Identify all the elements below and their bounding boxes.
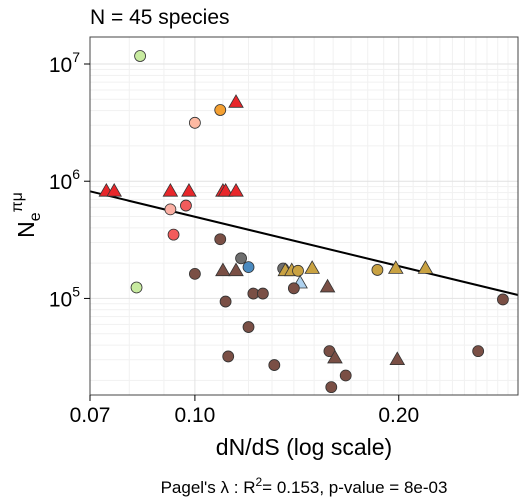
circle-point (214, 104, 227, 116)
triangle-point (106, 183, 123, 197)
triangle-point (417, 260, 434, 274)
chart-caption: Pagel's λ : R2= 0.153, p-value = 8e-03 (161, 475, 448, 497)
y-tick-label-exponent: 6 (72, 166, 80, 182)
y-tick-label-base: 10 (49, 288, 72, 311)
x-tick-label: 0.10 (174, 404, 215, 427)
caption-sup: 2 (255, 475, 262, 489)
triangle-point (228, 183, 244, 197)
data-points (98, 50, 509, 394)
y-axis-label-sub: e (27, 212, 44, 221)
plot-area (90, 37, 518, 395)
regression-line-group (89, 190, 519, 296)
x-axis-ticks: 0.07 0.10 0.20 (70, 395, 419, 427)
triangle-point (304, 260, 320, 274)
circle-point (164, 203, 177, 216)
circle-point (287, 282, 300, 295)
y-tick-label-base: 10 (49, 171, 72, 194)
circle-point (188, 116, 201, 129)
triangle-point (319, 278, 336, 293)
circle-point (219, 295, 232, 308)
caption-prefix: Pagel's λ : R (161, 478, 256, 497)
y-tick-label-exponent: 7 (72, 49, 80, 65)
x-tick-label: 0.07 (70, 404, 111, 427)
circle-point (242, 321, 255, 333)
circle-point (130, 281, 143, 294)
circle-point (256, 287, 269, 300)
circle-point (180, 199, 192, 212)
y-tick-label-base: 10 (49, 54, 72, 77)
plot-frame (89, 36, 519, 396)
triangle-point (162, 183, 179, 197)
circle-point (268, 359, 281, 371)
circle-point (188, 267, 201, 280)
circle-point (242, 261, 255, 274)
x-axis-label: dN/dS (log scale) (216, 434, 392, 460)
y-tick-label: 106 (49, 166, 80, 194)
circle-point (167, 228, 180, 241)
chart-title: N = 45 species (90, 6, 230, 29)
regression-line (89, 190, 519, 296)
circle-point (235, 252, 247, 265)
circle-point (214, 233, 227, 246)
y-tick-label-exponent: 5 (72, 283, 80, 299)
y-tick-label: 107 (49, 49, 80, 77)
triangle-point (228, 94, 244, 108)
triangle-point (389, 351, 406, 365)
x-tick-label: 0.20 (378, 404, 419, 427)
y-axis-label-sup: πμ (9, 192, 26, 212)
circle-point (134, 50, 146, 62)
circle-point (339, 369, 352, 382)
circle-point (497, 293, 509, 306)
triangle-point (387, 260, 404, 274)
circle-point (222, 350, 235, 363)
y-tick-label: 105 (49, 283, 80, 311)
grid-lines (89, 37, 519, 395)
triangle-point (228, 262, 244, 277)
circle-point (472, 345, 485, 358)
circle-point (371, 264, 384, 276)
triangle-point (215, 262, 231, 277)
circle-point (292, 264, 304, 277)
triangle-point (181, 183, 197, 197)
y-axis-label: Neπμ (9, 192, 44, 238)
triangle-point (217, 183, 234, 197)
triangle-point (327, 349, 343, 364)
y-axis-label-main: N (13, 221, 39, 238)
circle-point (325, 381, 338, 394)
caption-suffix: = 0.153, p-value = 8e-03 (262, 478, 447, 497)
